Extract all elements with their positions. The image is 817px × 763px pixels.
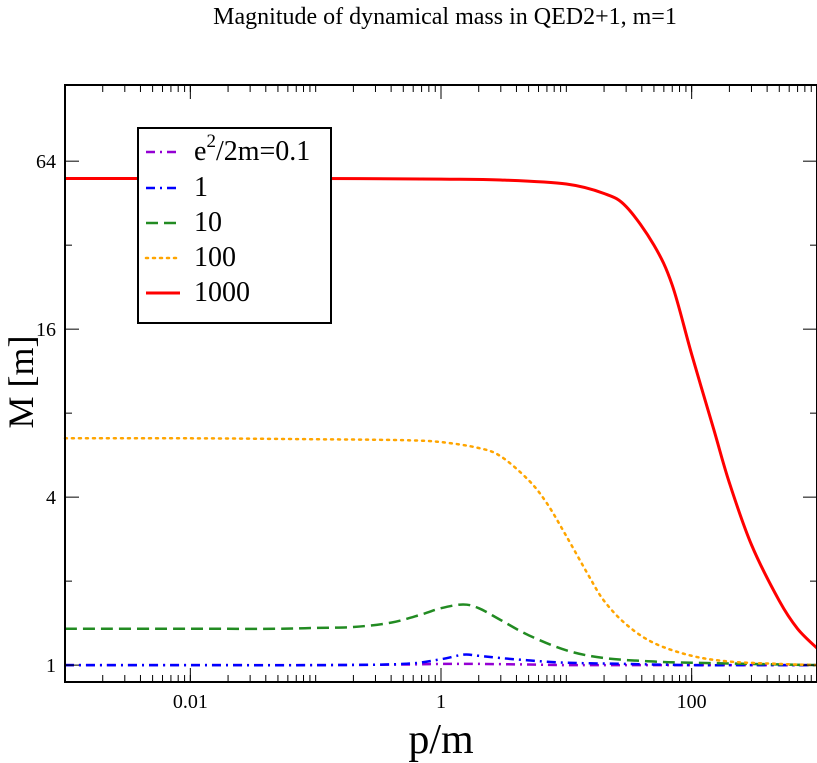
legend-label: 100 [194,242,236,273]
series-layer [63,176,817,667]
series-line-10 [65,603,817,667]
legend-box [137,127,332,324]
x-tick-label: 1 [436,691,446,713]
legend-label-superscript: 2 [206,131,216,152]
x-tick-label: 100 [677,691,707,713]
legend-label-rest: /2m=0.1 [216,136,310,167]
series-line-100 [63,436,817,667]
y-axis-label: M [m] [1,336,41,429]
series-line-1 [65,653,817,667]
legend-label: 10 [194,207,222,238]
legend-label-base: e [194,136,206,167]
y-tick-label: 1 [46,655,56,677]
plot-frame [64,84,817,683]
legend-label: e2/2m=0.1 [194,131,310,167]
chart-title: Magnitude of dynamical mass in QED2+1, m… [213,4,677,30]
y-tick-label: 4 [46,487,56,509]
axes-layer: 0.01 1 100 1 4 16 64 [36,151,707,713]
legend-label: 1 [194,172,208,203]
legend: e2/2m=0.1 1 10 100 1000 [137,127,332,324]
y-tick-label: 64 [36,151,56,173]
legend-label: 1000 [194,277,250,308]
y-tick-label: 16 [36,319,56,341]
x-axis-label: p/m [408,717,474,763]
x-tick-label: 0.01 [173,691,208,713]
tick-layer [64,85,817,682]
